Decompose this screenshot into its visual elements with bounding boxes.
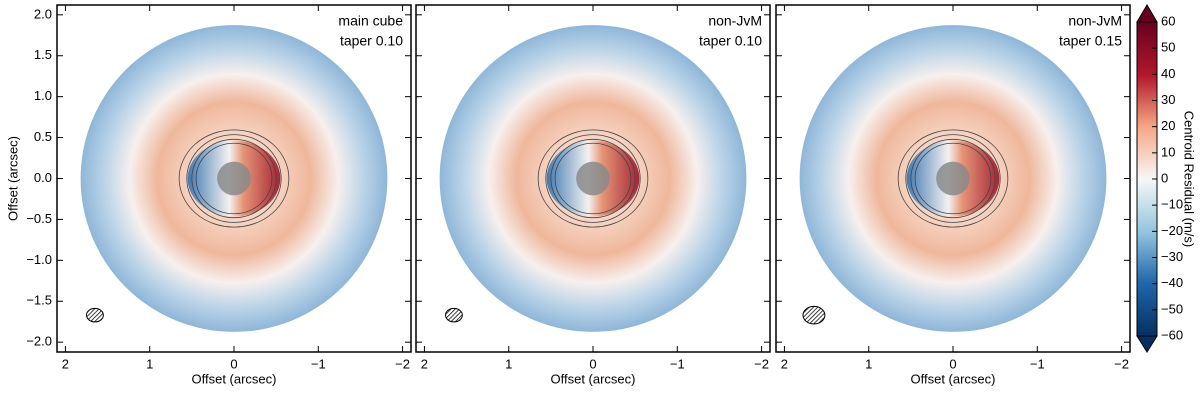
y-tick-label: 1.5: [34, 47, 52, 62]
contour: [545, 134, 641, 223]
colorbar-tick-label: 30: [1161, 92, 1175, 107]
beam: [86, 307, 104, 323]
annotation: non-JvM: [708, 13, 762, 29]
contour: [905, 134, 1001, 223]
x-tick-label: 1: [146, 356, 153, 371]
y-axis-label: Offset (arcsec): [5, 136, 20, 221]
colorbar-tick-label: 50: [1161, 40, 1175, 55]
x-tick-label: 1: [505, 356, 512, 371]
colorbar-tick-label: −60: [1161, 327, 1183, 342]
contour: [178, 129, 290, 228]
y-tick-label: −1.0: [26, 252, 52, 267]
colorbar-tick-label: 20: [1161, 118, 1175, 133]
x-tick-label: −2: [1114, 356, 1129, 371]
annotation: taper 0.10: [340, 33, 403, 49]
x-tick-label: −1: [670, 356, 685, 371]
x-tick-label: 0: [589, 356, 596, 371]
y-tick-label: 1.0: [34, 88, 52, 103]
masked-center: [936, 161, 970, 196]
colorbar-tick-label: −10: [1161, 197, 1183, 212]
contour: [191, 138, 277, 219]
annotation: main cube: [338, 13, 403, 29]
annotation: taper 0.10: [699, 33, 762, 49]
colorbar-tick-label: 0: [1161, 170, 1168, 185]
contour: [554, 142, 632, 215]
contour: [186, 134, 282, 223]
x-tick-label: 1: [865, 356, 872, 371]
colorbar-tick-label: −50: [1161, 301, 1183, 316]
y-tick-label: −1.5: [26, 293, 52, 308]
contour: [910, 138, 996, 219]
y-tick-label: 2.0: [34, 6, 52, 21]
colorbar-tick-label: −20: [1161, 223, 1183, 238]
contour: [195, 142, 273, 215]
y-tick-label: −2.0: [26, 334, 52, 349]
x-tick-label: −2: [395, 356, 410, 371]
colorbar-tick-label: −40: [1161, 275, 1183, 290]
x-tick-label: 0: [949, 356, 956, 371]
contour: [537, 129, 649, 228]
masked-center: [217, 161, 251, 196]
beam: [802, 305, 826, 325]
x-tick-label: 2: [421, 356, 428, 371]
colorbar-tick-label: −30: [1161, 249, 1183, 264]
contour: [897, 129, 1009, 228]
colorbar-label: Centroid Residual (m/s): [1182, 111, 1197, 248]
colorbar-extend: [1136, 4, 1158, 23]
colorbar-extend: [1136, 335, 1158, 353]
contour: [914, 142, 992, 215]
annotation: taper 0.15: [1059, 33, 1122, 49]
y-tick-label: 0.5: [34, 129, 52, 144]
y-tick-label: −0.5: [26, 211, 52, 226]
x-axis-label: Offset (arcsec): [910, 371, 995, 386]
annotation: non-JvM: [1068, 13, 1122, 29]
x-axis-label: Offset (arcsec): [550, 371, 635, 386]
colorbar-tick-label: 10: [1161, 144, 1175, 159]
x-tick-label: −2: [754, 356, 769, 371]
x-tick-label: 0: [230, 356, 237, 371]
beam: [445, 307, 463, 323]
x-tick-label: −1: [1030, 356, 1045, 371]
x-tick-label: 2: [62, 356, 69, 371]
y-tick-label: 0.0: [34, 170, 52, 185]
colorbar-tick-label: 60: [1161, 13, 1175, 28]
contour: [550, 138, 636, 219]
x-axis-label: Offset (arcsec): [191, 371, 276, 386]
x-tick-label: −1: [311, 356, 326, 371]
colorbar-tick-label: 40: [1161, 66, 1175, 81]
x-tick-label: 2: [781, 356, 788, 371]
masked-center: [576, 161, 610, 196]
